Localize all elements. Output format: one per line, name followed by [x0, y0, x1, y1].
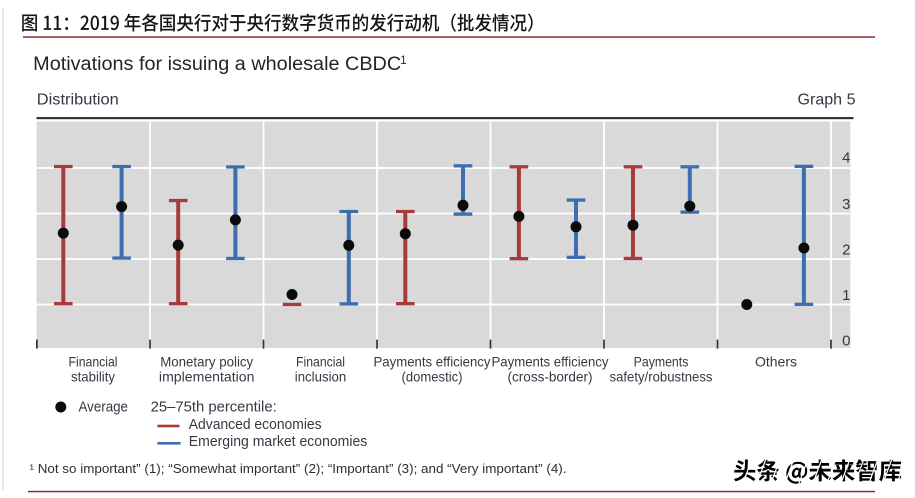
svg-text:Graph 5: Graph 5 [798, 92, 856, 109]
svg-text:Average: Average [79, 400, 129, 416]
svg-text:Monetary policy: Monetary policy [160, 353, 253, 369]
svg-text:Motivations for issuing a whol: Motivations for issuing a wholesale CBDC [33, 54, 401, 75]
svg-text:¹ Not so important” (1); “Som: ¹ Not so important” (1); “Somewhat impor… [30, 461, 567, 476]
svg-text:2: 2 [842, 242, 850, 259]
svg-text:Payments efficiency: Payments efficiency [374, 353, 491, 369]
svg-text:inclusion: inclusion [295, 368, 347, 384]
svg-text:Financial: Financial [296, 353, 345, 369]
svg-text:25–75th percentile:: 25–75th percentile: [151, 400, 277, 416]
svg-text:4: 4 [842, 150, 850, 167]
svg-text:Advanced economies: Advanced economies [189, 417, 322, 433]
svg-text:3: 3 [842, 196, 850, 213]
svg-text:Payments efficiency: Payments efficiency [492, 353, 609, 369]
svg-text:implementation: implementation [159, 368, 255, 384]
svg-text:Payments: Payments [634, 353, 689, 369]
svg-text:stability: stability [71, 368, 115, 384]
svg-text:Others: Others [755, 353, 797, 369]
svg-text:0: 0 [842, 333, 850, 350]
svg-text:(domestic): (domestic) [402, 368, 463, 384]
svg-text:1: 1 [400, 55, 406, 67]
svg-text:(cross-border): (cross-border) [508, 368, 593, 384]
svg-text:1: 1 [842, 287, 850, 304]
svg-text:safety/robustness: safety/robustness [610, 368, 713, 384]
svg-text:Distribution: Distribution [37, 92, 119, 109]
svg-text:Financial: Financial [69, 353, 118, 369]
svg-text:Emerging market economies: Emerging market economies [189, 434, 367, 450]
